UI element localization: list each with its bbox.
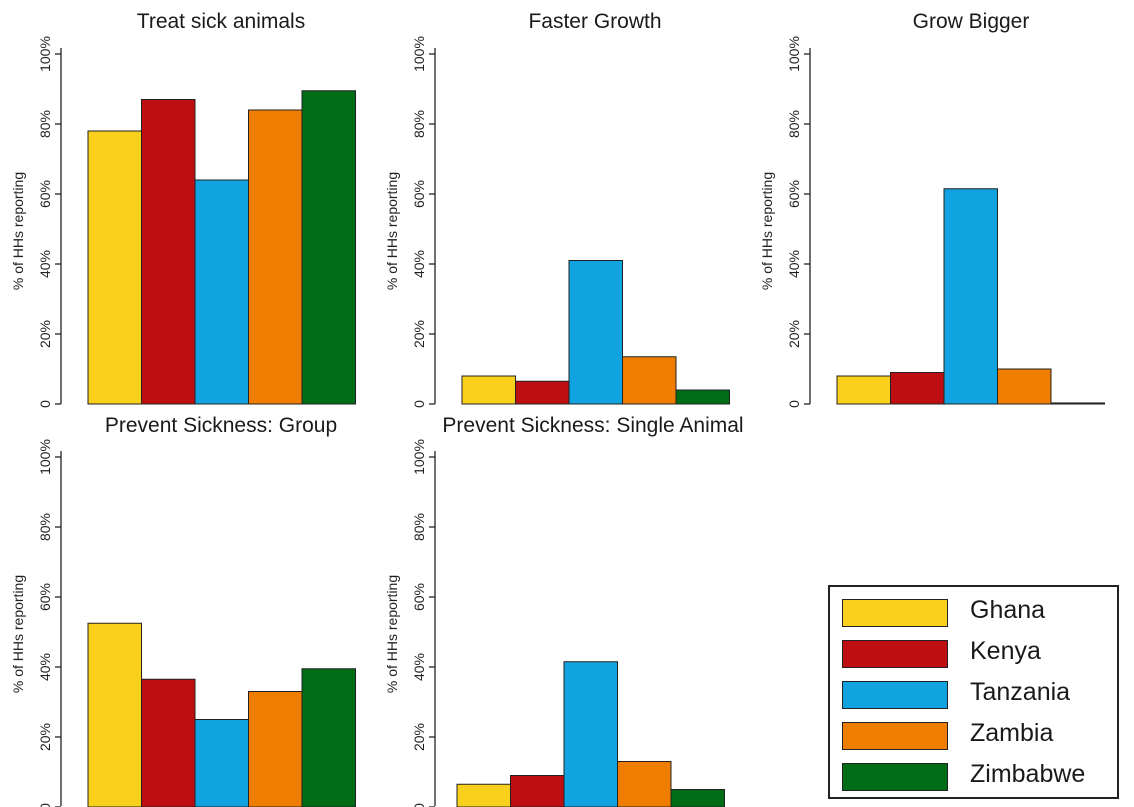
bar-ghana xyxy=(87,130,142,405)
bar-zambia xyxy=(622,356,677,405)
y-tick-label: 80% xyxy=(786,110,802,138)
y-axis-label: % of HHs reporting xyxy=(759,172,775,290)
bar-tanzania xyxy=(194,179,249,405)
y-tick-label: 60% xyxy=(411,583,427,611)
panel-title: Prevent Sickness: Group xyxy=(105,414,337,437)
legend-swatch-zambia xyxy=(842,722,948,750)
y-tick-label: 60% xyxy=(37,180,53,208)
bar-tanzania xyxy=(568,260,623,405)
chart-panel-1: Treat sick animals 0 20% 40% 60% 80% 100% % of … xyxy=(10,10,356,408)
y-tick-label: 0 xyxy=(37,400,53,408)
y-tick-label: 20% xyxy=(411,320,427,348)
chart-panel-2: Faster Growth 0 20% 40% 60% 80% 100% % of HHs r… xyxy=(384,10,730,408)
panel-title: Grow Bigger xyxy=(913,10,1030,33)
chart-panel-4: Prevent Sickness: Group 0 20% 40% 60% 80% 100%… xyxy=(10,414,356,807)
panel-title: Prevent Sickness: Single Animal xyxy=(442,414,743,437)
bar-kenya xyxy=(141,678,196,807)
bar-tanzania xyxy=(943,188,998,405)
y-tick-label: 0 xyxy=(411,400,427,408)
y-tick-label: 20% xyxy=(37,723,53,751)
legend-swatch-ghana xyxy=(842,599,948,627)
y-axis-label: % of HHs reporting xyxy=(384,575,400,693)
bar-zimbabwe xyxy=(675,389,730,405)
legend-swatch-zimbabwe xyxy=(842,763,948,791)
panel-title: Treat sick animals xyxy=(137,10,305,33)
y-tick-label: 20% xyxy=(37,320,53,348)
chart-legend: Ghana Kenya Tanzania Zambia Zimbabwe xyxy=(828,585,1119,799)
y-tick-label: 100% xyxy=(37,439,53,475)
bar-tanzania xyxy=(194,719,249,807)
y-tick-label: 40% xyxy=(37,250,53,278)
y-tick-label: 0 xyxy=(411,803,427,807)
y-tick-label: 40% xyxy=(411,250,427,278)
y-tick-label: 0 xyxy=(37,803,53,807)
legend-label-ghana: Ghana xyxy=(970,596,1046,624)
y-tick-label: 80% xyxy=(411,513,427,541)
bar-zimbabwe xyxy=(301,668,356,807)
bar-kenya xyxy=(510,775,565,807)
y-tick-label: 20% xyxy=(411,723,427,751)
y-tick-label: 80% xyxy=(411,110,427,138)
legend-swatch-kenya xyxy=(842,640,948,668)
chart-panel-3: Grow Bigger 0 20% 40% 60% 80% 100% % of HHs rep… xyxy=(759,10,1105,408)
bar-zimbabwe xyxy=(670,789,725,807)
y-tick-label: 80% xyxy=(37,110,53,138)
bar-zimbabwe xyxy=(1050,402,1105,405)
panel-title: Faster Growth xyxy=(528,10,661,33)
y-axis-label: % of HHs reporting xyxy=(10,575,26,693)
chart-panel-5: Prevent Sickness: Single Animal 0 20% 40% 60… xyxy=(384,414,744,807)
y-tick-label: 60% xyxy=(37,583,53,611)
bar-ghana xyxy=(456,783,511,807)
y-tick-label: 60% xyxy=(786,180,802,208)
legend-label-kenya: Kenya xyxy=(970,637,1041,665)
legend-label-tanzania: Tanzania xyxy=(970,678,1071,706)
y-axis-label: % of HHs reporting xyxy=(384,172,400,290)
bar-zambia xyxy=(997,368,1052,405)
bar-kenya xyxy=(141,99,196,405)
y-tick-label: 100% xyxy=(37,36,53,72)
y-tick-label: 80% xyxy=(37,513,53,541)
legend-label-zimbabwe: Zimbabwe xyxy=(970,760,1086,788)
y-tick-label: 40% xyxy=(786,250,802,278)
legend-swatch-tanzania xyxy=(842,681,948,709)
y-tick-label: 20% xyxy=(786,320,802,348)
legend-label-zambia: Zambia xyxy=(970,719,1054,747)
bar-zambia xyxy=(617,761,672,807)
bar-zimbabwe xyxy=(301,90,356,405)
bar-zambia xyxy=(248,691,303,807)
y-axis-label: % of HHs reporting xyxy=(10,172,26,290)
y-tick-label: 100% xyxy=(411,36,427,72)
bar-tanzania xyxy=(563,661,618,807)
y-tick-label: 60% xyxy=(411,180,427,208)
bar-ghana xyxy=(836,375,891,405)
y-tick-label: 0 xyxy=(786,400,802,408)
y-tick-label: 40% xyxy=(37,653,53,681)
y-tick-label: 40% xyxy=(411,653,427,681)
bar-kenya xyxy=(890,372,945,405)
y-tick-label: 100% xyxy=(411,439,427,475)
bar-ghana xyxy=(87,622,142,807)
y-tick-label: 100% xyxy=(786,36,802,72)
bar-ghana xyxy=(461,375,516,405)
bar-zambia xyxy=(248,109,303,405)
bar-kenya xyxy=(515,380,570,405)
